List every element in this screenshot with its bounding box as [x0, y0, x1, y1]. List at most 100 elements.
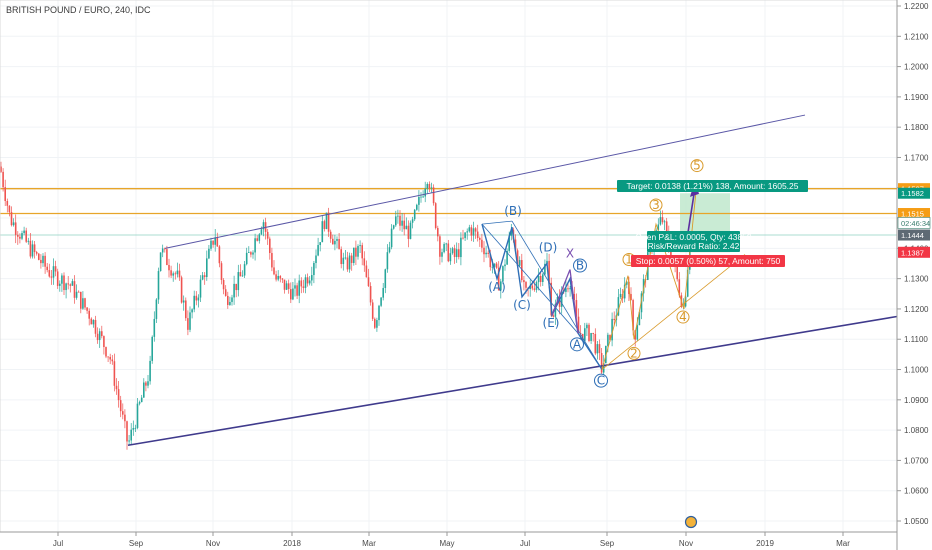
candle-body: [336, 238, 338, 241]
candle-body: [516, 250, 519, 266]
candle-body: [479, 237, 481, 240]
x-tick-label: Nov: [206, 539, 220, 548]
candle-body: [279, 275, 282, 279]
candle-body: [44, 255, 46, 267]
candle-body: [344, 257, 347, 259]
candle-body: [86, 307, 88, 311]
candle-body: [6, 200, 9, 206]
candle-body: [8, 205, 11, 213]
candle-body: [386, 252, 389, 270]
candle-body: [46, 266, 48, 271]
candle-body: [489, 253, 492, 268]
candle-body: [502, 266, 504, 282]
candle-body: [151, 336, 153, 361]
candle-body: [439, 236, 441, 257]
candle-body: [54, 266, 57, 272]
y-tick-label: 1.0800: [904, 426, 929, 435]
candle-body: [33, 244, 36, 253]
candle-body: [193, 295, 195, 310]
candle-body: [65, 283, 67, 291]
wave-label: 1: [625, 253, 633, 267]
candle-body: [552, 315, 555, 317]
candle-body: [17, 234, 19, 237]
candle-body: [441, 252, 443, 257]
candle-body: [548, 260, 550, 283]
candle-body: [518, 260, 521, 266]
candle-body: [617, 297, 620, 316]
candle-body: [0, 166, 2, 172]
candle-body: [315, 255, 317, 263]
target-label-text: Target: 0.0138 (1.21%) 138, Amount: 1605…: [626, 181, 798, 191]
candle-body: [592, 332, 594, 334]
candle-body: [298, 280, 300, 296]
wave-label: (D): [539, 240, 558, 254]
candle-body: [109, 356, 111, 360]
candle-body: [275, 274, 277, 280]
candle-body: [350, 255, 353, 263]
candle-body: [128, 440, 130, 442]
candle-body: [596, 344, 599, 354]
candle-body: [487, 252, 489, 254]
candle-body: [145, 382, 147, 386]
candle-body: [178, 270, 181, 278]
candle-body: [355, 247, 357, 257]
candle-body: [390, 228, 393, 248]
candle-body: [413, 209, 416, 220]
price-tag-label: 1.1444: [901, 231, 924, 240]
candle-body: [273, 267, 275, 275]
y-tick-label: 1.0500: [904, 517, 929, 526]
candle-body: [409, 222, 412, 239]
candle-body: [239, 272, 242, 277]
candle-body: [31, 244, 34, 257]
candle-body: [363, 258, 366, 266]
y-tick-label: 1.1000: [904, 366, 929, 375]
candle-body: [346, 257, 349, 270]
candle-body: [313, 262, 315, 276]
x-tick-label: May: [439, 539, 454, 548]
candle-body: [294, 285, 296, 289]
candle-body: [248, 252, 250, 253]
candle-body: [623, 284, 626, 299]
candle-body: [52, 266, 55, 278]
x-tick-label: Sep: [129, 539, 144, 548]
candle-body: [48, 270, 51, 277]
candle-body: [357, 246, 359, 257]
price-tag-label: 1.1582: [901, 189, 924, 198]
candle-body: [607, 334, 609, 346]
candle-body: [285, 283, 288, 290]
candle-body: [485, 252, 487, 255]
candle-body: [590, 332, 592, 341]
candle-body: [348, 255, 351, 270]
candle-body: [613, 318, 615, 321]
candle-body: [19, 236, 21, 239]
candle-body: [525, 282, 527, 288]
candle-body: [397, 215, 399, 217]
candle-body: [407, 225, 410, 239]
candle-body: [258, 234, 261, 241]
wave-labels: (A) (B) (C) (D) (E) A B C 1 2 3 4 5 X: [488, 159, 704, 388]
wave-label: (C): [513, 298, 531, 312]
price-tag: [897, 217, 931, 229]
candle-body: [302, 286, 305, 288]
candle-body: [554, 303, 557, 317]
candle-body: [663, 221, 666, 223]
candle-body: [334, 240, 336, 245]
y-tick-label: 1.2000: [904, 63, 929, 72]
candle-body: [327, 212, 330, 232]
candle-body: [437, 228, 439, 237]
price-tag: [898, 208, 930, 220]
candle-body: [235, 283, 237, 291]
candle-body: [619, 293, 622, 298]
candle-body: [676, 266, 678, 280]
candle-body: [376, 320, 378, 328]
chart-grid: [0, 0, 897, 532]
price-tag-label: 1.1387: [901, 248, 924, 257]
purple-wave-line: [551, 269, 579, 334]
candle-body: [521, 260, 523, 281]
candle-body: [216, 237, 219, 247]
candle-body: [281, 278, 284, 280]
candle-body: [491, 266, 494, 268]
candle-body: [136, 403, 139, 428]
candle-body: [157, 271, 160, 300]
